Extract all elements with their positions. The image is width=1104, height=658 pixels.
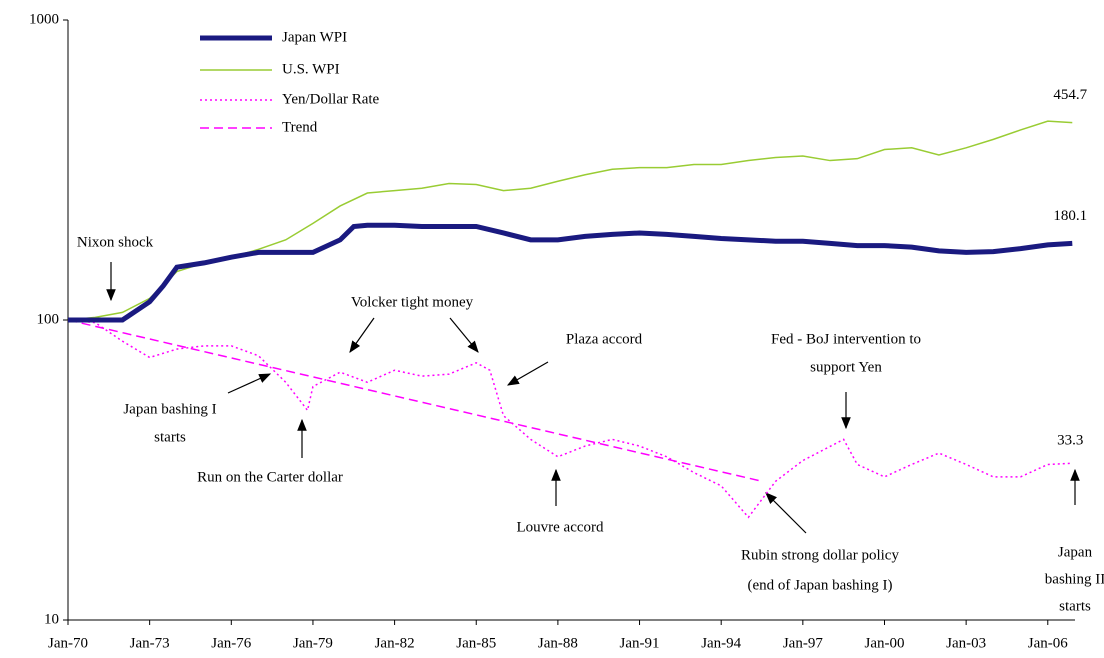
annotation: starts [1059,598,1091,614]
value-label: 180.1 [1053,208,1087,224]
annotation: Rubin strong dollar policy [741,547,899,563]
legend-label: Japan WPI [282,29,347,45]
x-tick-label: Jan-03 [946,635,986,651]
arrow [449,317,479,353]
value-label: 454.7 [1053,87,1087,103]
annotation: Volcker tight money [351,294,474,310]
annotation: Japan bashing I [123,401,216,417]
legend-label: Yen/Dollar Rate [282,91,380,107]
arrows [106,262,1080,534]
annotation: starts [154,429,186,445]
series-line [67,319,763,483]
arrow [765,492,807,534]
annotation: Japan [1058,544,1093,560]
annotation: Fed - BoJ intervention to [771,331,921,347]
annotation: (end of Japan bashing I) [748,577,893,593]
x-tick-label: Jan-94 [701,635,741,651]
legend-label: Trend [282,119,318,135]
x-tick-label: Jan-91 [620,635,660,651]
x-tick-label: Jan-76 [211,635,251,651]
x-tick-label: Jan-85 [456,635,496,651]
annotation: bashing II [1045,571,1104,587]
annotation: Run on the Carter dollar [197,469,343,485]
value-label: 33.3 [1057,433,1083,449]
x-tick-label: Jan-00 [864,635,904,651]
legend-label: U.S. WPI [282,61,340,77]
annotation: Louvre accord [516,519,604,535]
x-tick-label: Jan-88 [538,635,578,651]
series-line [68,222,1073,323]
series-line [67,120,1073,321]
arrow [227,373,272,394]
x-tick-label: Jan-79 [293,635,333,651]
annotation: Plaza accord [566,331,643,347]
arrow [349,317,375,353]
y-tick-label: 1000 [29,11,59,27]
x-tick-label: Jan-82 [375,635,415,651]
x-tick-label: Jan-06 [1028,635,1068,651]
x-tick-label: Jan-97 [783,635,823,651]
annotation: support Yen [810,359,882,375]
x-tick-label: Jan-70 [48,635,88,651]
y-tick-label: 10 [44,611,59,627]
annotation: Nixon shock [77,234,154,250]
arrow [506,361,549,386]
x-tick-label: Jan-73 [130,635,170,651]
y-tick-label: 100 [37,311,60,327]
series-line [67,319,1073,519]
